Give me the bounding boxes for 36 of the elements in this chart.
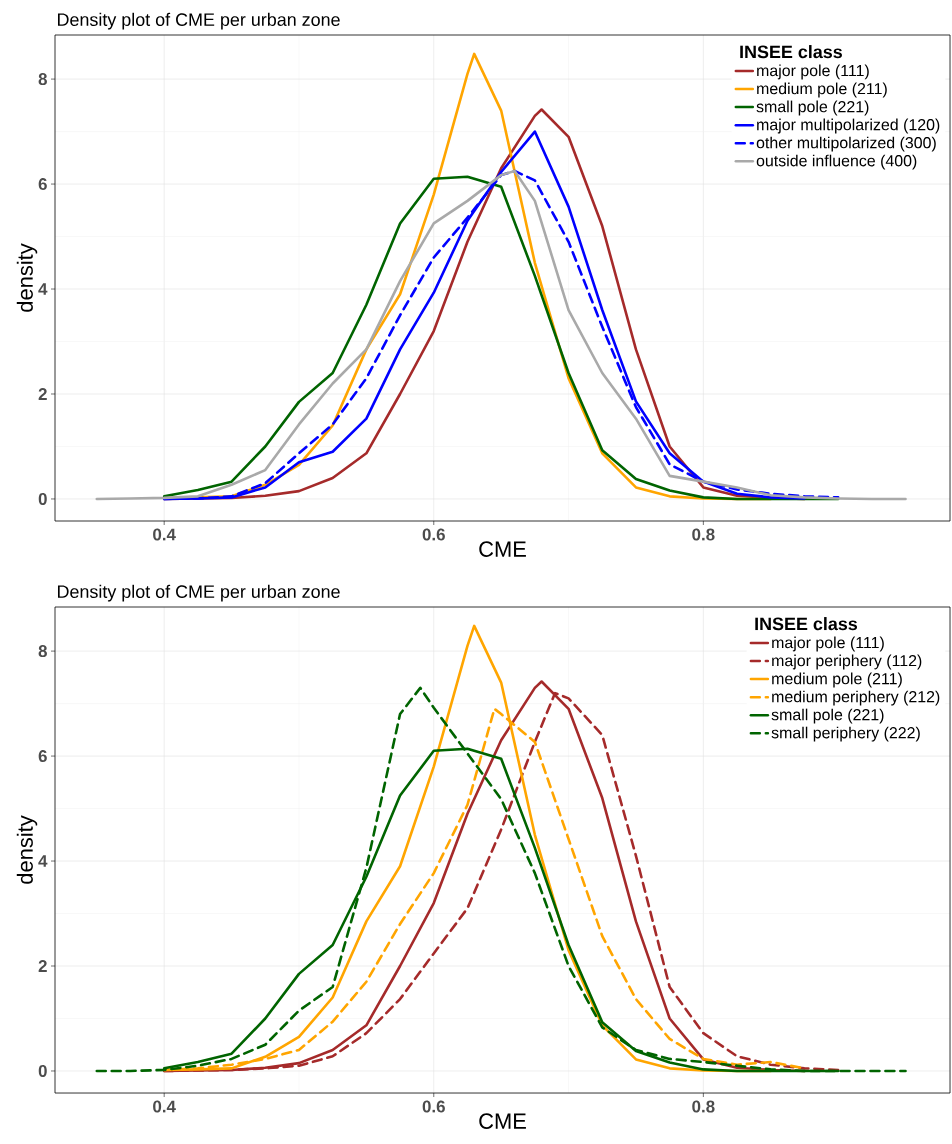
y-axis-title: density <box>16 815 38 884</box>
x-tick-label: 0.4 <box>153 1100 176 1113</box>
legend-label: small pole (221) <box>771 708 884 724</box>
legend-label: medium periphery (212) <box>772 690 940 706</box>
x-tick-label: 0.8 <box>692 1100 715 1113</box>
y-tick-label: 8 <box>38 73 47 86</box>
legend-label: outside influence (400) <box>756 154 917 170</box>
y-tick-label: 4 <box>38 283 48 295</box>
x-axis-title: CME <box>479 541 526 557</box>
legend-label: medium pole (211) <box>757 82 887 98</box>
legend-label: medium pole (211) <box>772 672 902 688</box>
legend-label: major pole (111) <box>772 636 884 652</box>
y-tick-label: 0 <box>38 1064 47 1077</box>
y-tick-label: 4 <box>38 855 48 867</box>
legend-title: INSEE class <box>740 45 842 59</box>
y-tick-label: 6 <box>38 750 47 763</box>
legend-label: major periphery (112) <box>772 654 922 670</box>
legend-label: major pole (111) <box>757 64 869 80</box>
y-tick-label: 0 <box>38 492 47 505</box>
legend-label: other multipolarized (300) <box>756 136 936 152</box>
x-tick-label: 0.4 <box>153 528 176 541</box>
x-tick-label: 0.8 <box>692 528 715 541</box>
legend-label: major multipolarized (120) <box>757 118 940 134</box>
y-tick-label: 6 <box>38 178 47 191</box>
chart-title: Density plot of CME per urban zone <box>57 584 340 602</box>
chart-title: Density plot of CME per urban zone <box>57 12 340 30</box>
legend-label: small periphery (222) <box>771 726 920 742</box>
legend-label: small pole (221) <box>756 100 869 116</box>
x-axis-title: CME <box>479 1113 526 1129</box>
legend-title: INSEE class <box>755 617 858 631</box>
y-tick-label: 2 <box>38 388 47 400</box>
x-tick-label: 0.6 <box>422 1100 445 1113</box>
y-tick-label: 8 <box>38 645 47 658</box>
x-tick-label: 0.6 <box>422 528 445 541</box>
y-axis-title: density <box>16 243 38 312</box>
y-tick-label: 2 <box>38 960 47 972</box>
